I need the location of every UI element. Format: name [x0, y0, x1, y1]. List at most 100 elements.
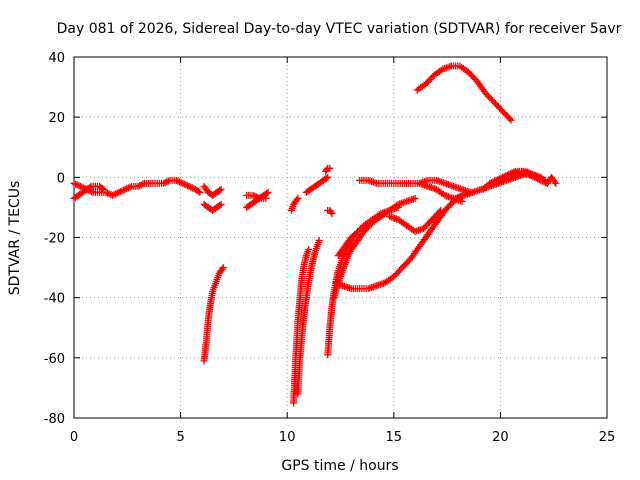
data-point: [73, 181, 81, 189]
series-arc-20h-late: [503, 167, 549, 184]
data-point: [514, 168, 522, 176]
data-point: [335, 280, 343, 288]
series-arc-11h-short: [322, 164, 334, 175]
data-point: [216, 201, 224, 209]
data-point: [487, 179, 495, 187]
y-tick-label: -20: [44, 232, 65, 247]
data-point: [350, 231, 358, 239]
data-point: [194, 187, 202, 195]
series-arc-22h: [543, 173, 560, 187]
data-point: [118, 187, 126, 195]
grid: [74, 57, 607, 418]
y-tick-label: -40: [44, 292, 65, 307]
data-point: [76, 182, 84, 190]
data-point: [437, 206, 445, 214]
data-point: [187, 183, 195, 191]
data-point: [70, 179, 78, 187]
data-point: [322, 174, 330, 182]
data-point: [524, 168, 532, 176]
data-point: [327, 208, 335, 216]
data-point: [481, 184, 489, 192]
axis-ticks: 0 5 10 15 20 25 -80 -60 -40 -20 0 20 40: [44, 51, 616, 445]
data-point: [254, 194, 262, 202]
y-axis-label: SDTVAR / TECUs: [7, 181, 23, 296]
data-point: [110, 191, 118, 199]
data-point: [75, 182, 83, 190]
data-point: [216, 186, 224, 194]
data-point: [182, 181, 190, 189]
series-arc-6h-dive: [200, 264, 227, 365]
data-point: [172, 176, 180, 184]
data-point: [219, 264, 227, 272]
data-point: [120, 186, 128, 194]
data-point: [115, 188, 123, 196]
data-point: [160, 179, 168, 187]
data-point: [511, 170, 519, 178]
data-point: [174, 177, 182, 185]
series-arc-13h-flat: [356, 176, 475, 196]
chart-title: Day 081 of 2026, Sidereal Day-to-day VTE…: [57, 21, 622, 37]
y-tick-label: -60: [44, 352, 65, 367]
plot-frame: [73, 56, 608, 419]
series-arc-11h: [302, 173, 332, 196]
data-point: [552, 179, 560, 187]
series-arc-17h-cross: [415, 179, 466, 205]
data-point: [355, 226, 363, 234]
data-point: [139, 180, 147, 188]
y-tick-label: 20: [48, 111, 65, 126]
data-point: [492, 176, 500, 184]
series-arc-baseline-1: [70, 176, 204, 199]
data-point: [533, 173, 541, 181]
data-point: [411, 194, 419, 202]
data-point: [497, 174, 505, 182]
data-point: [305, 246, 313, 254]
data-point: [177, 179, 185, 187]
data-point: [293, 196, 301, 204]
data-point: [551, 178, 559, 186]
data-point: [251, 192, 259, 200]
data-point: [504, 173, 512, 181]
data-point: [532, 172, 540, 180]
data-points: [70, 62, 560, 407]
data-point: [357, 224, 365, 232]
data-point: [116, 188, 124, 196]
data-point: [108, 191, 116, 199]
data-point: [508, 171, 516, 179]
data-point: [495, 175, 503, 183]
data-point: [491, 177, 499, 185]
series-arc-12h-upper: [334, 230, 359, 260]
data-point: [337, 281, 345, 289]
data-point: [323, 166, 331, 174]
data-point: [98, 184, 106, 192]
data-point: [503, 173, 511, 181]
data-point: [180, 180, 188, 188]
data-point: [164, 177, 172, 185]
data-point: [263, 189, 271, 197]
data-point: [123, 185, 131, 193]
data-point: [218, 265, 226, 273]
data-point: [527, 170, 535, 178]
data-point: [334, 279, 342, 287]
data-point: [528, 170, 536, 178]
data-point: [134, 182, 142, 190]
x-tick-label: 25: [599, 430, 616, 445]
series-arc-baseline-2: [70, 182, 108, 202]
series-arc-10h-top: [287, 194, 302, 214]
data-point: [540, 176, 548, 184]
data-point: [509, 170, 517, 178]
data-point: [105, 190, 113, 198]
data-point: [86, 183, 94, 191]
data-point: [506, 115, 514, 123]
data-point: [262, 194, 270, 202]
data-point: [112, 190, 120, 198]
data-point: [530, 171, 538, 179]
x-tick-label: 5: [176, 430, 184, 445]
data-point: [217, 200, 225, 208]
data-point: [315, 237, 323, 245]
data-point: [489, 178, 497, 186]
data-point: [100, 185, 108, 193]
data-point: [522, 167, 530, 175]
x-axis-label: GPS time / hours: [281, 458, 398, 474]
data-point: [121, 185, 129, 193]
